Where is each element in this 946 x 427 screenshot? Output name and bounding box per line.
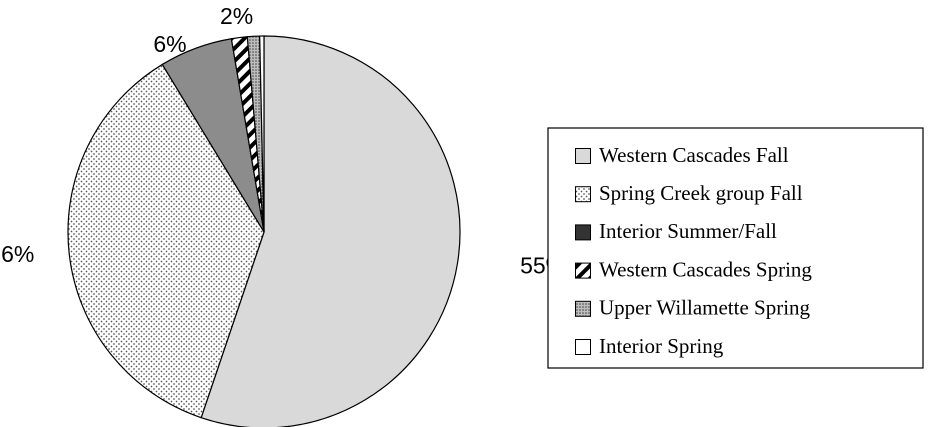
pie-slices (67, 35, 461, 427)
pie-slice-western-cascades-fall (200, 35, 461, 427)
legend-label-upper-willamette-spring: Upper Willamette Spring (599, 296, 811, 320)
legend-label-interior-spring: Interior Spring (599, 334, 724, 358)
legend-swatch-interior-spring (575, 339, 591, 355)
pie-label-western-cascades-spring: 2% (220, 3, 253, 29)
pie-slice-spring-creek-group-fall (67, 63, 265, 419)
legend-swatch-western-cascades-fall (575, 148, 591, 164)
legend-swatch-spring-creek-group-fall (575, 186, 591, 203)
legend-swatch-western-cascades-spring (575, 262, 591, 279)
legend-label-western-cascades-fall: Western Cascades Fall (599, 143, 789, 167)
legend: Western Cascades Fall Spring Creek group … (547, 127, 924, 369)
pie-label-interior-summer-fall: 6% (153, 31, 186, 57)
pie-slice-interior-spring (259, 35, 265, 233)
legend-label-western-cascades-spring: Western Cascades Spring (599, 257, 812, 281)
legend-swatch-upper-willamette-spring (575, 300, 591, 317)
legend-swatch-interior-summer-fall (575, 224, 591, 241)
legend-label-interior-summer-fall: Interior Summer/Fall (599, 219, 777, 243)
pie-label-spring-creek-group-fall: 36% (0, 241, 34, 267)
legend-label-spring-creek-group-fall: Spring Creek group Fall (599, 181, 803, 205)
legend-border (547, 127, 924, 369)
